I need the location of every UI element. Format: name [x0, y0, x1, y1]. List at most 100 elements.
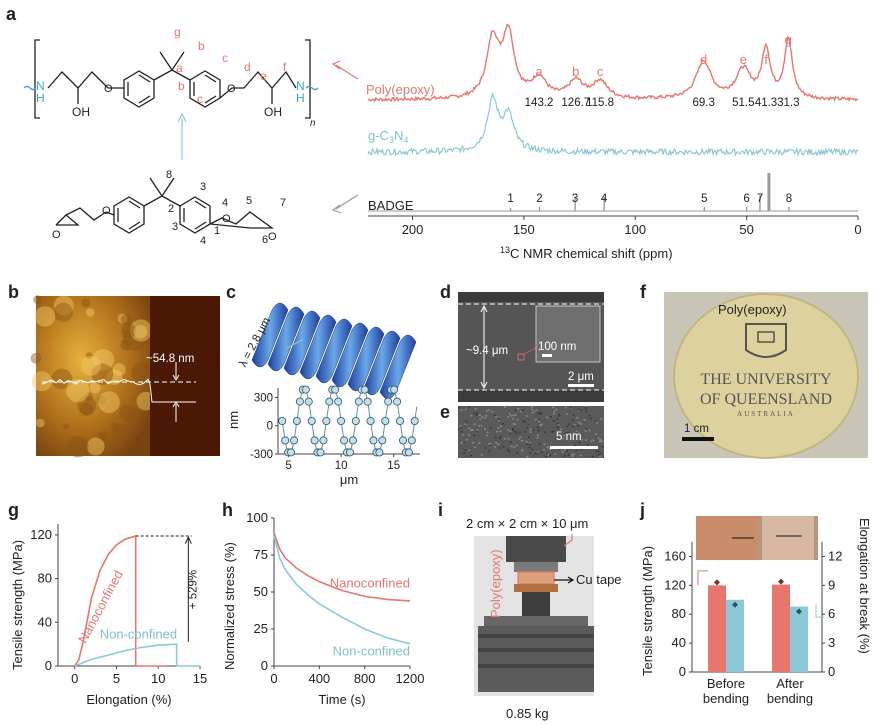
tem-grain-dot — [597, 453, 600, 456]
peak-letter: f — [764, 52, 768, 67]
tem-grain-dot — [475, 430, 478, 433]
nmr-spectra: 200 150 100 50 0 Poly(epoxy) g-C3N4 BADGE a b… — [366, 24, 862, 261]
profile-point — [354, 397, 363, 406]
tem-grain-dot — [514, 430, 517, 433]
badge-peak-number: 7 — [757, 193, 763, 205]
profile-point — [375, 448, 384, 457]
tem-grain-dot — [554, 453, 557, 455]
panel-label-c: c — [226, 282, 237, 302]
tem-texture — [458, 406, 604, 458]
badge-carbon-6: 6 — [262, 234, 268, 246]
tem-grain-dot — [594, 420, 597, 422]
afm-grain — [35, 418, 45, 428]
afm-grain — [97, 395, 107, 405]
profile-point — [325, 397, 334, 406]
tem-grain-dot — [588, 429, 591, 432]
svg-text:O: O — [102, 205, 111, 217]
tem-grain-dot — [599, 438, 602, 441]
carbon-label-e: e — [260, 69, 267, 83]
tem-grain-dot — [480, 454, 483, 456]
tem-grain-dot — [584, 430, 587, 432]
chart-tensile: 120 80 40 0 0 5 10 15 Tensile strength (MPa) Elon… — [10, 524, 207, 707]
amine-n-left: N — [36, 79, 45, 93]
peak-shift: 69.3 — [692, 97, 714, 109]
logo-line-2: OF QUEENSLAND — [700, 391, 832, 408]
y-axis-label: Tensile strength (MPa) — [10, 540, 25, 670]
y-tick-label: 120 — [664, 577, 686, 592]
tem-grain-dot — [552, 420, 555, 422]
tem-grain-dot — [498, 420, 501, 422]
tem-grain-dot — [543, 443, 546, 445]
panel-label-g: g — [8, 500, 19, 520]
carbon-label-a: a — [176, 61, 183, 75]
tem-grain-dot — [527, 423, 530, 426]
tem-grain-dot — [470, 414, 473, 417]
tem-grain-dot — [528, 436, 530, 439]
x-tick-label: 15 — [387, 460, 400, 472]
profile-point — [390, 385, 399, 394]
profile-point — [281, 436, 290, 445]
tem-grain-dot — [519, 410, 522, 413]
nmr-lines — [367, 24, 859, 212]
tem-grain-dot — [581, 439, 583, 441]
x-tick-label: 10 — [151, 671, 165, 686]
tem-grain-dot — [577, 425, 579, 427]
tem-grain-dot — [514, 414, 517, 416]
tem-grain-dot — [563, 434, 566, 437]
svg-text:O: O — [268, 231, 277, 243]
tem-grain-dot — [599, 455, 602, 458]
tem-grain-dot — [572, 414, 575, 416]
afm-grain — [53, 302, 73, 322]
amine-h-right: H — [296, 91, 305, 105]
afm-grain — [85, 352, 93, 359]
tem-grain-dot — [585, 439, 588, 441]
afm-grain — [89, 382, 101, 394]
peak-letter: a — [535, 64, 543, 79]
peak-letter: d — [700, 52, 707, 67]
svg-text:O: O — [222, 213, 231, 225]
tem-grain-dot — [476, 412, 478, 414]
afm-grain — [120, 339, 132, 351]
panel-label-e: e — [440, 402, 451, 422]
svg-text:O: O — [52, 229, 61, 241]
x-tick-label: 5 — [285, 460, 291, 472]
tem-grain-dot — [473, 423, 476, 425]
tem-grain-dot — [538, 412, 541, 414]
tem-grain-dot — [522, 409, 525, 411]
y-tick-label: 80 — [38, 571, 52, 586]
tem-grain-dot — [538, 418, 541, 421]
badge-peak-number: 4 — [601, 193, 608, 205]
label-poly-epoxy: Poly(epoxy) — [366, 82, 435, 97]
tem-grain-dot — [600, 418, 603, 420]
afm-grain — [31, 371, 52, 392]
tem-grain-dot — [486, 410, 489, 412]
tem-grain-dot — [588, 414, 591, 417]
tem-grain-dot — [570, 453, 573, 456]
tem-grain-dot — [514, 423, 517, 425]
poly-epoxy-atoms: N H N H OH OH O O n — [36, 79, 316, 129]
y-tick-label: 0 — [261, 658, 268, 673]
amine-h-left: H — [36, 91, 45, 105]
tem-grain-dot — [481, 416, 484, 418]
tem-grain-dot — [580, 448, 583, 450]
profile-point — [384, 397, 393, 406]
panel-label-i: i — [438, 500, 444, 520]
peak-letter: g — [785, 32, 792, 47]
tem-grain-dot — [546, 416, 549, 419]
tem-grain-dot — [484, 417, 486, 419]
afm-grain — [51, 368, 73, 390]
tem-grain-dot — [517, 408, 520, 410]
peak-shift: 31.3 — [777, 97, 799, 109]
badge-atoms: O O O O — [52, 205, 277, 243]
badge-structure — [55, 177, 274, 234]
tem-grain-dot — [602, 446, 604, 448]
amine-n-right: N — [296, 79, 305, 93]
y2-tick-label: 0 — [828, 664, 835, 679]
category-2b: bending — [767, 691, 813, 706]
profile-point — [310, 436, 319, 445]
y-tick-label: 25 — [254, 621, 268, 636]
afm-grain — [119, 404, 136, 422]
profile-point — [278, 417, 287, 426]
profile-point — [301, 385, 310, 394]
tem-grain-dot — [540, 423, 543, 426]
